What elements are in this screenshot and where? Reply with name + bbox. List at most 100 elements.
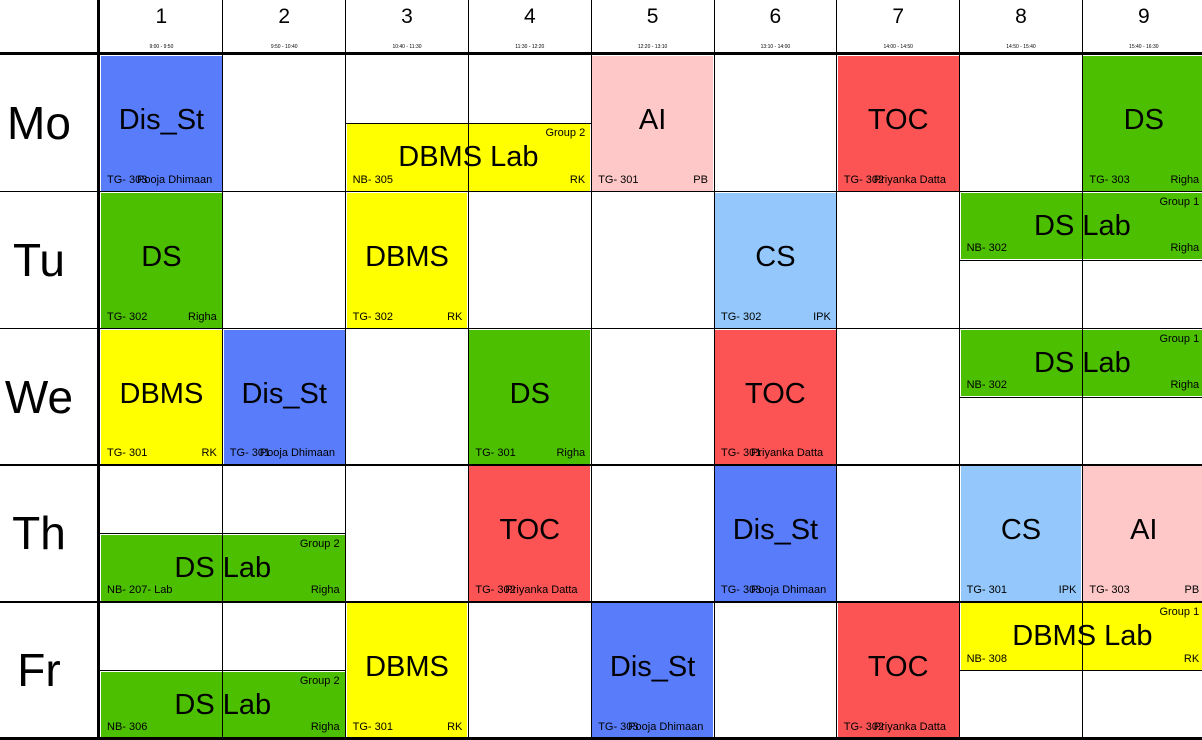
period-header-6: 6 13:10 - 14:00 [714,0,837,53]
header-divider [0,52,1202,55]
subject-label: TOC [745,377,806,410]
subject-label: Dis_St [609,651,696,684]
room-label: TG- 302 [843,173,885,186]
period-time: 12:20 - 13:10 [637,44,668,50]
class-cell[interactable]: Dis_St TG- 303 Pooja Dhimaan [715,466,836,602]
period-header-1: 1 9:00 - 9:50 [100,0,223,53]
day-label-fr: Fr [17,644,61,697]
day-label-th: Th [12,507,66,560]
class-cell[interactable]: DS TG- 302 Righa [101,192,222,328]
teacher-label: RK [447,310,463,323]
period-number: 7 [892,5,905,28]
period-number: 8 [1015,5,1027,28]
teacher-label: Pooja Dhimaan [628,720,704,733]
class-cell[interactable]: TOC TG- 302 Priyanka Datta [469,466,591,602]
room-label: TG- 301 [229,447,271,460]
teacher-label: Righa [556,447,586,460]
day-label-tu: Tu [13,233,65,286]
period-time: 15:40 - 16:30 [1129,44,1159,50]
subject-label: AI [1130,514,1158,547]
room-label: TG- 301 [475,447,516,460]
column-divider [590,0,592,740]
class-cell[interactable]: Dis_St TG- 303 Pooja Dhimaan [101,56,222,191]
class-cell[interactable]: DS TG- 301 Righa [469,329,591,465]
class-cell[interactable]: AI TG- 301 PB [592,56,713,191]
class-cell[interactable]: TOC TG- 302 Priyanka Datta [837,603,959,738]
class-cell[interactable]: TOC TG- 302 Priyanka Datta [837,56,959,191]
group-label: Group 1 [1159,195,1200,208]
period-time: 14:00 - 14:50 [883,44,913,50]
class-cell[interactable]: CS TG- 301 IPK [960,466,1082,602]
column-divider [713,0,715,740]
period-header-4: 4 11:30 - 12:20 [468,0,591,53]
class-cell[interactable]: DBMS TG- 301 RK [101,329,222,465]
room-label: TG- 303 [721,584,762,597]
teacher-label: Priyanka Datta [751,447,824,460]
room-label: TG- 302 [475,584,516,597]
day-column-divider [97,0,100,740]
room-label: TG- 302 [107,310,148,323]
room-label: TG- 303 [1089,584,1130,597]
day-label-we: We [4,370,74,423]
room-label: NB- 302 [966,242,1007,255]
class-cell[interactable]: DS TG- 303 Righa [1083,56,1202,191]
room-label: NB- 306 [107,720,148,733]
class-cell[interactable]: AI TG- 303 PB [1083,466,1202,602]
class-cell[interactable]: DBMS TG- 301 RK [346,603,468,738]
teacher-label: PB [1184,584,1200,597]
period-number: 3 [401,5,413,28]
room-label: TG- 302 [352,310,393,323]
subject-label: AI [638,104,667,136]
period-time: 13:10 - 14:00 [760,44,791,50]
teacher-label: Pooja Dhimaan [259,447,336,460]
room-label: TG- 303 [598,720,639,733]
teacher-label: Righa [1170,173,1200,186]
period-time: 10:40 - 11:30 [392,44,422,50]
half-divider [959,259,1202,261]
subject-label: DS [141,240,182,273]
room-label: TG- 302 [843,720,885,733]
subject-label: DBMS [365,240,449,273]
day-label-mo: Mo [7,97,71,149]
teacher-label: Righa [1170,242,1200,255]
class-cell[interactable]: Dis_St TG- 303 Pooja Dhimaan [592,603,713,738]
half-divider [959,670,1202,672]
class-cell[interactable]: DBMS TG- 302 RK [346,192,468,328]
class-cell[interactable]: TOC TG- 301 Priyanka Datta [715,329,836,465]
class-cell[interactable]: DS Lab NB- 302 Righa Group 1 [960,192,1202,260]
period-number: 9 [1137,5,1150,28]
teacher-label: Righa [310,720,340,733]
room-label: TG- 302 [721,310,762,323]
subject-label: Dis_St [241,377,327,410]
column-divider [222,0,224,740]
teacher-label: RK [569,173,586,186]
period-time: 9:50 - 10:40 [270,44,298,50]
teacher-label: Pooja Dhimaan [137,173,213,186]
teacher-label: Righa [1170,378,1200,391]
room-label: NB- 305 [352,173,393,186]
row-divider [0,464,1202,466]
room-label: TG- 303 [1089,173,1130,186]
column-divider [345,0,347,740]
period-header-3: 3 10:40 - 11:30 [346,0,469,53]
row-divider [0,601,1202,603]
column-divider [1081,0,1083,740]
period-time: 9:00 - 9:50 [149,44,174,50]
teacher-label: Priyanka Datta [505,584,578,597]
room-label: TG- 301 [107,447,148,460]
class-cell[interactable]: Dis_St TG- 301 Pooja Dhimaan [223,329,345,465]
teacher-label: RK [1183,652,1200,665]
row-divider [0,190,1202,193]
subject-label: CS [1000,514,1042,547]
period-number: 6 [769,5,782,28]
class-cell[interactable]: CS TG- 302 IPK [715,192,836,328]
subject-label: TOC [867,104,929,136]
teacher-label: IPK [1058,584,1077,597]
room-label: TG- 301 [598,173,639,186]
subject-label: DS [509,377,550,410]
teacher-label: RK [447,720,463,733]
period-number: 1 [155,5,168,28]
room-label: NB- 308 [966,652,1007,665]
room-label: TG- 301 [352,720,393,733]
